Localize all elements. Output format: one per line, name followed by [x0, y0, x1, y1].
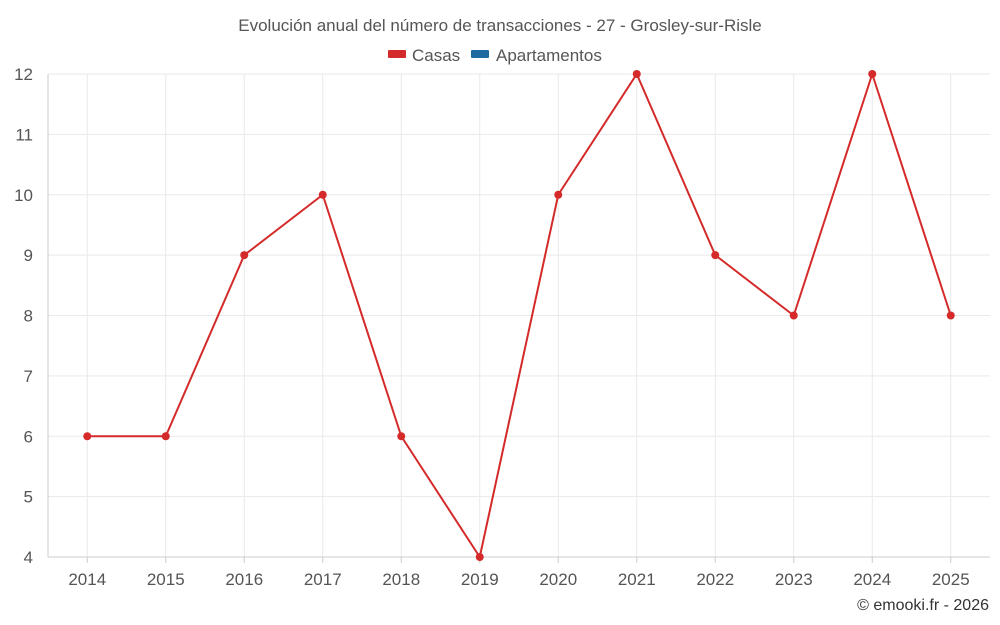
y-tick-label: 9 [24, 246, 33, 265]
data-point[interactable] [789, 311, 798, 320]
y-tick-label: 5 [24, 488, 33, 507]
x-tick-label: 2018 [382, 570, 420, 589]
y-tick-label: 6 [24, 427, 33, 446]
legend-swatch-apartamentos [471, 50, 489, 58]
y-tick-label: 7 [24, 367, 33, 386]
data-point[interactable] [632, 70, 641, 78]
x-tick-label: 2023 [775, 570, 813, 589]
legend-label-apartamentos[interactable]: Apartamentos [496, 46, 602, 65]
chart-title: Evolución anual del número de transaccio… [238, 16, 761, 35]
legend-label-casas[interactable]: Casas [412, 46, 460, 65]
series-line-casas [87, 73, 952, 558]
data-point[interactable] [318, 190, 327, 199]
y-tick-label: 8 [24, 307, 33, 326]
legend[interactable]: Casas Apartamentos [388, 46, 602, 65]
x-tick-label: 2016 [225, 570, 263, 589]
data-point[interactable] [161, 432, 170, 441]
data-point[interactable] [83, 432, 92, 441]
data-point[interactable] [240, 251, 249, 260]
legend-item-casas[interactable]: Casas [388, 46, 460, 65]
y-tick-label: 12 [14, 65, 33, 84]
x-tick-label: 2021 [618, 570, 656, 589]
y-axis-ticks: 4 5 6 7 8 9 10 11 12 [14, 65, 33, 567]
x-tick-label: 2020 [539, 570, 577, 589]
axes [47, 74, 990, 563]
x-tick-label: 2014 [68, 570, 106, 589]
x-tick-label: 2025 [932, 570, 970, 589]
data-point[interactable] [475, 553, 484, 561]
legend-swatch-casas [388, 50, 406, 58]
x-tick-label: 2019 [461, 570, 499, 589]
x-tick-label: 2024 [853, 570, 891, 589]
x-tick-label: 2017 [304, 570, 342, 589]
x-tick-label: 2022 [696, 570, 734, 589]
data-point[interactable] [554, 190, 563, 199]
x-axis-ticks: 2014 2015 2016 2017 2018 2019 2020 2021 2022 2023… [68, 570, 969, 589]
y-tick-label: 4 [24, 548, 33, 567]
data-point[interactable] [397, 432, 406, 441]
legend-item-apartamentos[interactable]: Apartamentos [471, 46, 602, 65]
y-tick-label: 11 [15, 125, 33, 144]
data-point[interactable] [711, 251, 720, 260]
x-tick-label: 2015 [147, 570, 185, 589]
data-point[interactable] [946, 311, 955, 320]
series-casas [83, 70, 955, 561]
credit-text: © emooki.fr - 2026 [857, 597, 989, 614]
y-tick-label: 10 [14, 186, 33, 205]
data-point[interactable] [868, 70, 877, 78]
